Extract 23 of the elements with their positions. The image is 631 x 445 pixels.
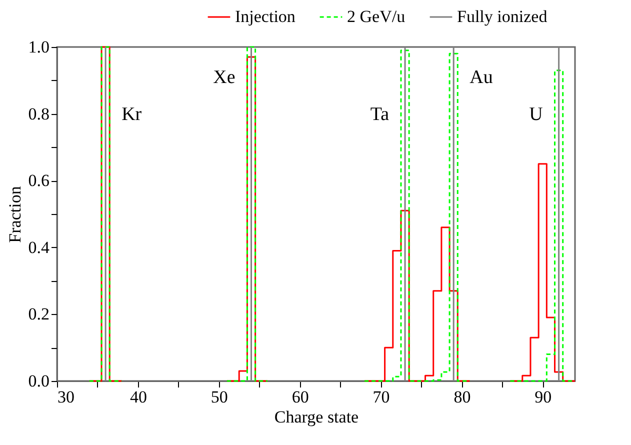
x-tick-label: 80 bbox=[454, 388, 471, 406]
y-tick-label: 0.8 bbox=[28, 104, 50, 124]
annotation: Au bbox=[470, 67, 494, 88]
x-axis-title: Charge state bbox=[274, 408, 359, 426]
x-tick-label: 90 bbox=[534, 388, 552, 406]
annotation: Xe bbox=[213, 67, 236, 88]
y-tick-label: 1.0 bbox=[28, 38, 50, 56]
legend-label: Injection bbox=[235, 7, 296, 26]
legend-label: 2 GeV/u bbox=[347, 7, 406, 26]
y-tick-label: 0.2 bbox=[28, 304, 50, 324]
y-tick-label: 0.6 bbox=[28, 171, 50, 190]
x-tick-label: 30 bbox=[58, 388, 74, 406]
annotation: Ta bbox=[370, 104, 390, 125]
x-tick-label: 70 bbox=[372, 388, 390, 406]
legend-label: Fully ionized bbox=[457, 7, 548, 26]
y-tick-label: 0.0 bbox=[28, 372, 50, 390]
y-axis-title: Fraction bbox=[5, 186, 24, 243]
x-tick-label: 40 bbox=[130, 388, 147, 406]
y-tick-label: 0.4 bbox=[28, 238, 50, 257]
x-tick-label: 60 bbox=[292, 388, 309, 406]
annotation: U bbox=[529, 104, 544, 125]
x-tick-label: 50 bbox=[210, 388, 228, 406]
annotation: Kr bbox=[122, 104, 142, 125]
